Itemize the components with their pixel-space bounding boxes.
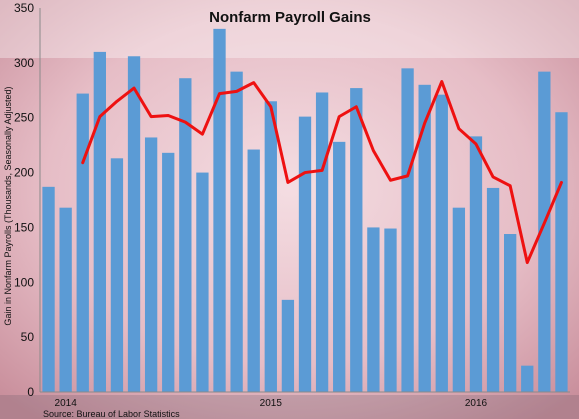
bar bbox=[401, 68, 414, 392]
y-tick-label: 300 bbox=[14, 56, 34, 70]
y-axis-ticks: 0 50 100 150 200 250 300 350 bbox=[14, 1, 34, 399]
bar bbox=[350, 88, 363, 392]
bar bbox=[247, 149, 260, 392]
bar bbox=[93, 51, 106, 392]
y-tick-label: 250 bbox=[14, 111, 34, 125]
bar bbox=[315, 92, 329, 392]
bar bbox=[162, 152, 175, 392]
bar bbox=[127, 56, 141, 393]
bar bbox=[213, 28, 226, 392]
y-axis-label: Gain in Nonfarm Payrolls (Thousands, Sea… bbox=[3, 86, 13, 325]
y-tick-label: 50 bbox=[21, 330, 35, 344]
bar bbox=[418, 84, 431, 393]
y-tick-label: 350 bbox=[14, 1, 34, 15]
bar bbox=[76, 93, 89, 392]
bar bbox=[110, 158, 124, 392]
chart-title: Nonfarm Payroll Gains bbox=[209, 9, 371, 26]
bar bbox=[281, 299, 295, 392]
y-tick-label: 100 bbox=[14, 275, 34, 289]
bar bbox=[555, 112, 568, 392]
bar bbox=[452, 207, 466, 392]
moving-average-line bbox=[81, 80, 563, 265]
bar bbox=[538, 71, 551, 392]
y-tick-label: 0 bbox=[27, 385, 34, 399]
bar bbox=[435, 94, 448, 393]
y-tick-label: 150 bbox=[14, 220, 34, 234]
bar-series bbox=[42, 28, 568, 393]
x-tick-label: 2015 bbox=[260, 398, 283, 409]
bar bbox=[486, 187, 500, 392]
bar bbox=[469, 136, 483, 392]
bar bbox=[196, 172, 209, 392]
bar bbox=[59, 207, 72, 392]
bar bbox=[384, 228, 397, 392]
bar bbox=[42, 186, 55, 392]
bar bbox=[298, 116, 312, 393]
bar bbox=[144, 137, 158, 392]
bar bbox=[521, 365, 534, 392]
bar bbox=[333, 141, 346, 392]
source-note: Source: Bureau of Labor Statistics bbox=[43, 409, 180, 419]
bar bbox=[367, 227, 380, 392]
y-tick-label: 200 bbox=[14, 166, 34, 180]
x-tick-label: 2016 bbox=[465, 398, 488, 409]
bar bbox=[504, 234, 517, 392]
x-tick-label: 2014 bbox=[55, 398, 78, 409]
bar bbox=[264, 101, 277, 392]
bar bbox=[230, 71, 243, 392]
bar bbox=[179, 78, 192, 392]
x-axis-labels: 2014 2015 2016 bbox=[55, 398, 488, 409]
